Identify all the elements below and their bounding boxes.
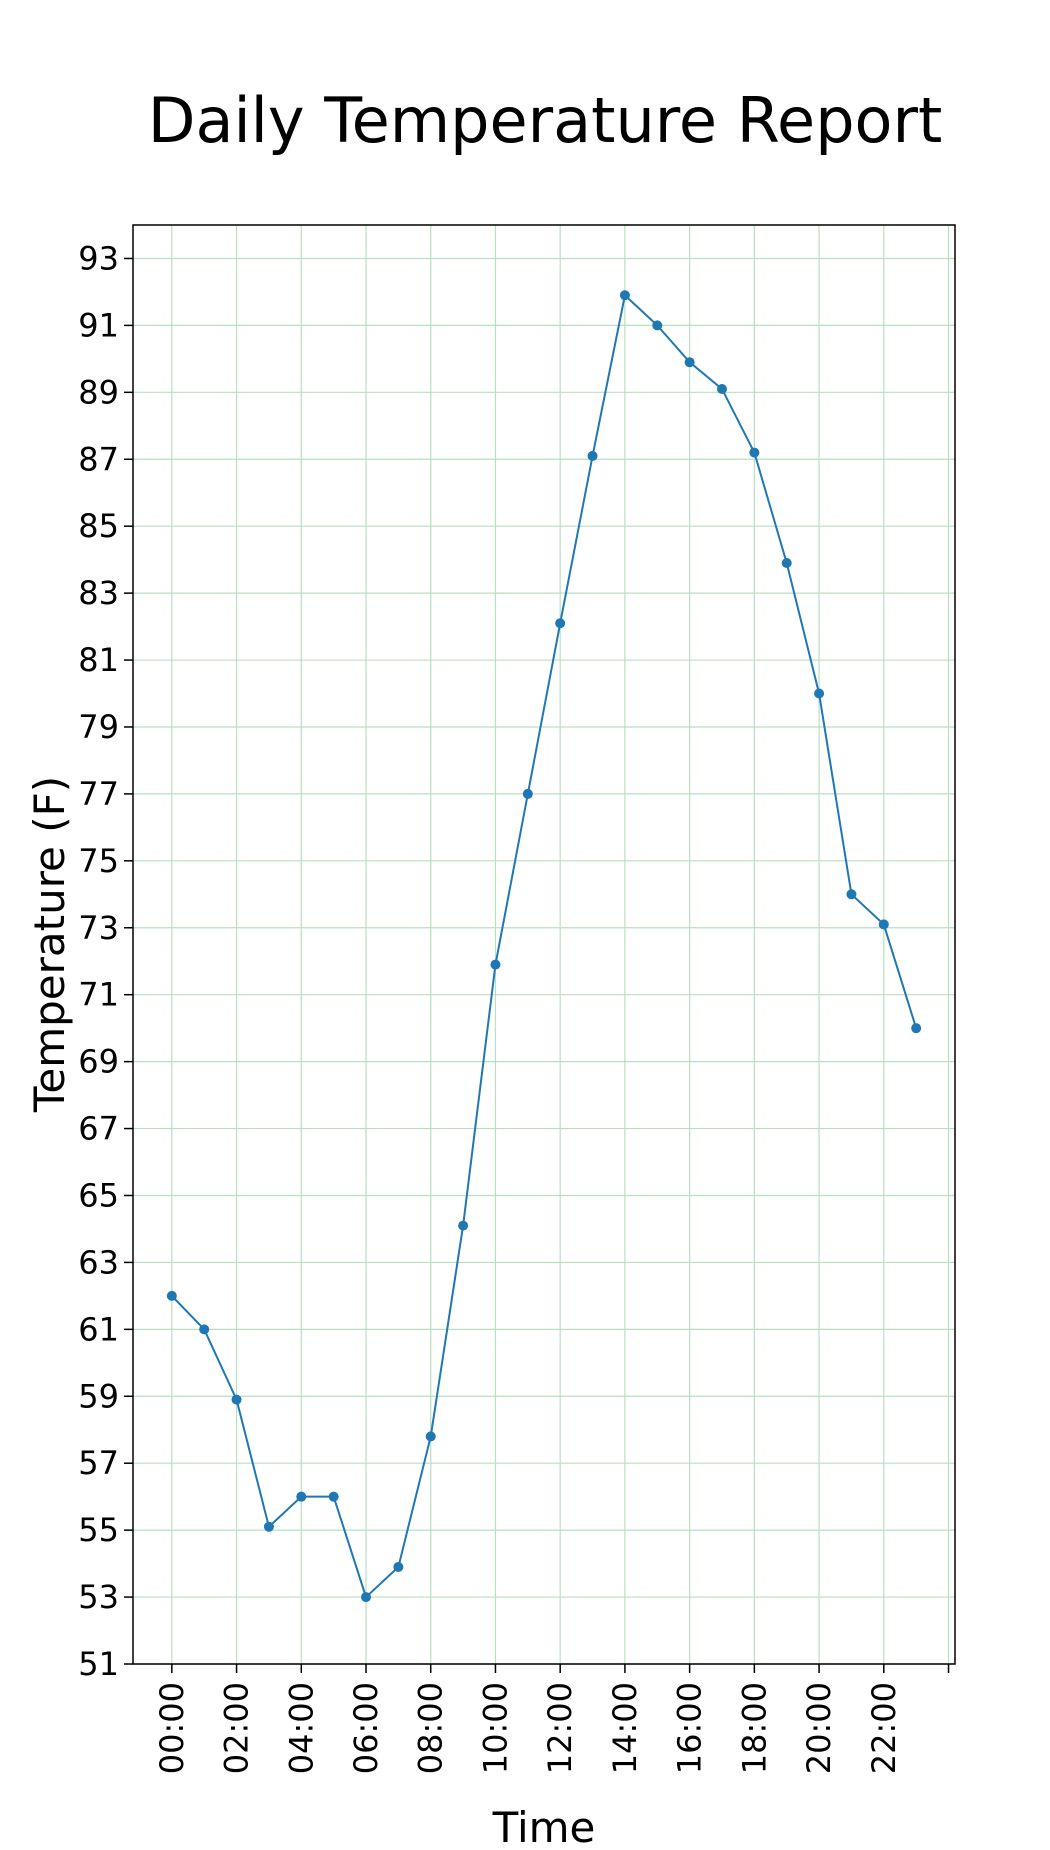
data-point xyxy=(361,1592,372,1603)
y-tick-label: 75 xyxy=(78,842,119,880)
data-point xyxy=(263,1521,274,1532)
x-tick-label: 10:00 xyxy=(476,1682,514,1774)
data-point xyxy=(652,320,663,331)
data-point xyxy=(878,919,889,930)
grid-lines xyxy=(133,225,955,1665)
y-axis-label: Temperature (F) xyxy=(25,776,74,1113)
x-tick-label: 14:00 xyxy=(606,1682,644,1774)
x-tick-label: 20:00 xyxy=(800,1682,838,1774)
y-tick-label: 65 xyxy=(78,1176,119,1214)
x-tick-label: 22:00 xyxy=(865,1682,903,1774)
y-tick-label: 89 xyxy=(78,373,119,411)
data-point xyxy=(296,1491,307,1502)
y-tick-label: 81 xyxy=(78,641,119,679)
data-point xyxy=(911,1023,922,1034)
y-tick-label: 73 xyxy=(78,909,119,947)
x-tick-label: 12:00 xyxy=(541,1682,579,1774)
y-tick-label: 87 xyxy=(78,440,119,478)
y-tick-label: 77 xyxy=(78,775,119,813)
x-tick-label: 02:00 xyxy=(218,1682,256,1774)
data-point xyxy=(619,290,630,301)
x-tick-label: 06:00 xyxy=(347,1682,385,1774)
y-tick-label: 85 xyxy=(78,507,119,545)
y-tick-label: 91 xyxy=(78,306,119,344)
y-tick-label: 51 xyxy=(78,1645,119,1683)
data-point xyxy=(231,1394,242,1405)
data-point xyxy=(684,357,695,368)
data-point xyxy=(587,450,598,461)
data-point xyxy=(199,1324,210,1335)
x-axis-label: Time xyxy=(492,1803,596,1850)
axis-ticks: 51 53 55 57 59 61 63 65 67 69 71 73 75 77 79 81 83 85 87 89… xyxy=(78,239,950,1774)
data-point xyxy=(425,1431,436,1442)
series-line xyxy=(171,293,918,1599)
data-point xyxy=(458,1220,469,1231)
y-tick-label: 69 xyxy=(78,1043,119,1081)
series-layer xyxy=(166,290,922,1603)
y-tick-label: 71 xyxy=(78,976,119,1014)
data-point xyxy=(814,688,825,699)
x-tick-label: 08:00 xyxy=(412,1682,450,1774)
data-point xyxy=(522,788,533,799)
data-point xyxy=(749,447,760,458)
data-point xyxy=(490,959,501,970)
y-tick-label: 79 xyxy=(78,708,119,746)
y-tick-label: 67 xyxy=(78,1110,119,1148)
plot-area-frame xyxy=(132,224,956,1665)
x-tick-label: 18:00 xyxy=(735,1682,773,1774)
x-tick-label: 16:00 xyxy=(671,1682,709,1774)
y-tick-label: 53 xyxy=(78,1578,119,1616)
y-tick-label: 93 xyxy=(78,239,119,277)
data-point xyxy=(393,1561,404,1572)
data-point xyxy=(166,1290,177,1301)
y-tick-label: 57 xyxy=(78,1444,119,1482)
x-tick-label: 04:00 xyxy=(282,1682,320,1774)
data-point xyxy=(328,1491,339,1502)
chart-title: Daily Temperature Report xyxy=(148,84,943,157)
y-tick-label: 59 xyxy=(78,1377,119,1415)
y-tick-label: 61 xyxy=(78,1310,119,1348)
data-point xyxy=(781,557,792,568)
data-point xyxy=(555,618,566,629)
y-tick-label: 63 xyxy=(78,1243,119,1281)
x-tick-label: 00:00 xyxy=(153,1682,191,1774)
y-tick-label: 55 xyxy=(78,1511,119,1549)
y-tick-label: 83 xyxy=(78,574,119,612)
data-point xyxy=(716,383,727,394)
data-point xyxy=(846,889,857,900)
